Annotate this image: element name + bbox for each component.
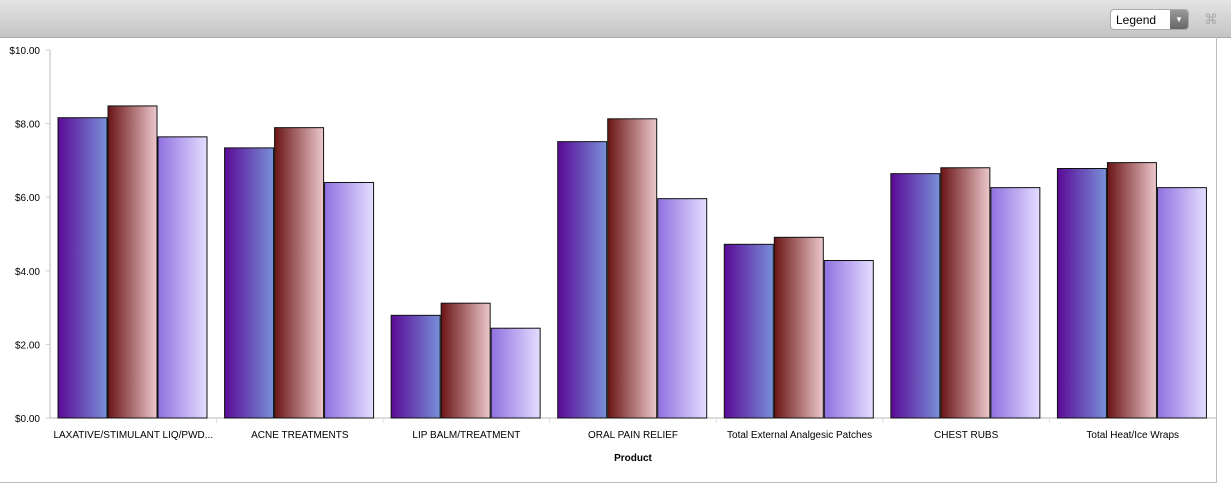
y-tick-label: $6.00 (15, 193, 40, 204)
bar (324, 181, 375, 419)
bar (557, 141, 608, 419)
bar (723, 243, 774, 419)
bar (990, 187, 1041, 419)
bar (823, 259, 874, 419)
bar (607, 118, 658, 419)
bar (1106, 162, 1157, 419)
y-tick-label: $0.00 (15, 414, 40, 425)
x-tick-label: LIP BALM/TREATMENT (412, 430, 520, 441)
y-tick-label: $8.00 (15, 120, 40, 131)
bar (490, 327, 541, 419)
bar (224, 147, 275, 419)
bar (274, 127, 325, 419)
x-tick-label: Total Heat/Ice Wraps (1086, 430, 1179, 441)
x-tick-label: CHEST RUBS (934, 430, 999, 441)
y-tick-label: $4.00 (15, 267, 40, 278)
y-tick-label: $2.00 (15, 340, 40, 351)
bar (1156, 187, 1207, 419)
bar (1056, 167, 1107, 419)
bar (57, 117, 108, 419)
x-tick-label: ORAL PAIN RELIEF (588, 430, 678, 441)
bar (107, 105, 158, 419)
x-tick-label: LAXATIVE/STIMULANT LIQ/PWD... (53, 430, 213, 441)
x-axis-title: Product (614, 453, 652, 464)
chart-border (1216, 37, 1217, 482)
bar (890, 173, 941, 419)
bar (157, 136, 208, 419)
x-tick-label: ACNE TREATMENTS (251, 430, 349, 441)
bar (773, 236, 824, 419)
legend-dropdown[interactable]: Legend ▼ (1110, 9, 1189, 30)
x-tick-label: Total External Analgesic Patches (727, 430, 872, 441)
chart-toolbar: Legend ▼ ⌘ (0, 0, 1231, 38)
y-tick-label: $10.00 (9, 46, 40, 57)
chart-border-bottom (0, 482, 1217, 483)
collapse-arrows-icon[interactable]: ⌘ (1204, 11, 1218, 27)
bar (440, 302, 491, 419)
bar (657, 198, 708, 419)
chevron-down-icon[interactable]: ▼ (1170, 10, 1188, 29)
legend-dropdown-label: Legend (1116, 13, 1157, 27)
bar (940, 167, 991, 419)
bar (390, 314, 441, 419)
